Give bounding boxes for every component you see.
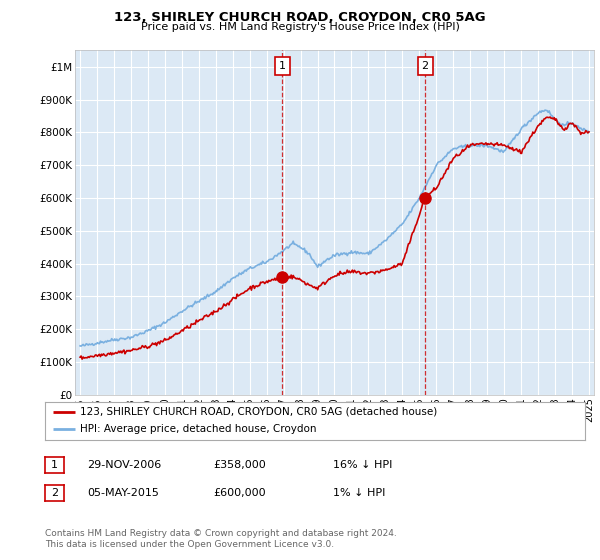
Text: 123, SHIRLEY CHURCH ROAD, CROYDON, CR0 5AG: 123, SHIRLEY CHURCH ROAD, CROYDON, CR0 5… bbox=[114, 11, 486, 24]
Text: 2: 2 bbox=[422, 61, 428, 71]
Text: 123, SHIRLEY CHURCH ROAD, CROYDON, CR0 5AG (detached house): 123, SHIRLEY CHURCH ROAD, CROYDON, CR0 5… bbox=[80, 407, 437, 417]
Text: £358,000: £358,000 bbox=[213, 460, 266, 470]
Text: 29-NOV-2006: 29-NOV-2006 bbox=[87, 460, 161, 470]
Text: 1% ↓ HPI: 1% ↓ HPI bbox=[333, 488, 385, 498]
Text: 2: 2 bbox=[51, 488, 58, 498]
Text: 16% ↓ HPI: 16% ↓ HPI bbox=[333, 460, 392, 470]
Text: 05-MAY-2015: 05-MAY-2015 bbox=[87, 488, 159, 498]
Text: Price paid vs. HM Land Registry's House Price Index (HPI): Price paid vs. HM Land Registry's House … bbox=[140, 22, 460, 32]
Text: Contains HM Land Registry data © Crown copyright and database right 2024.
This d: Contains HM Land Registry data © Crown c… bbox=[45, 529, 397, 549]
Text: HPI: Average price, detached house, Croydon: HPI: Average price, detached house, Croy… bbox=[80, 424, 317, 435]
Text: 1: 1 bbox=[51, 460, 58, 470]
Text: 1: 1 bbox=[279, 61, 286, 71]
Text: £600,000: £600,000 bbox=[213, 488, 266, 498]
